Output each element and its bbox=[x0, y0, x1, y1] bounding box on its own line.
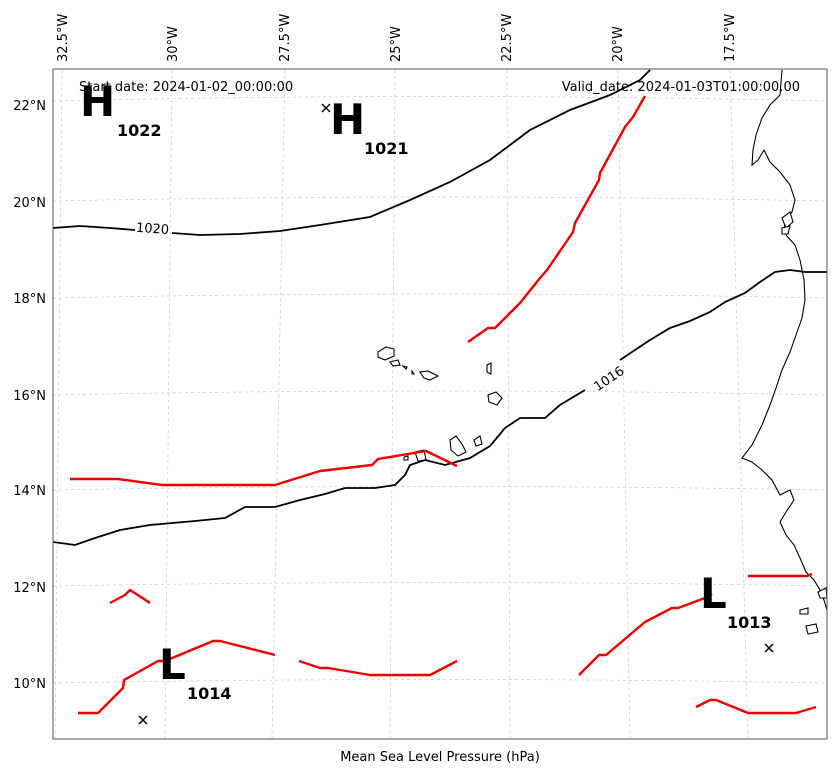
latitude-labels: 22°N 20°N 18°N 16°N 14°N 12°N 10°N bbox=[13, 99, 46, 692]
lon-label: 20°W bbox=[611, 26, 626, 62]
island bbox=[473, 435, 483, 447]
lon-label: 32.5°W bbox=[56, 14, 71, 62]
lon-label: 25°W bbox=[389, 26, 404, 62]
center-x-marker bbox=[764, 643, 774, 653]
lat-label: 10°N bbox=[13, 677, 46, 692]
lat-label: 18°N bbox=[13, 292, 46, 307]
front-line bbox=[748, 572, 813, 578]
island bbox=[403, 455, 409, 461]
center-x-marker bbox=[321, 103, 331, 113]
low-pressure-symbol: L bbox=[159, 640, 186, 689]
contour-label-1016: 1016 bbox=[591, 364, 627, 395]
top-margin bbox=[0, 0, 837, 69]
gridline-lat bbox=[52, 96, 828, 102]
high-pressure-value: 1021 bbox=[364, 139, 409, 158]
front-line bbox=[109, 588, 151, 605]
graticule bbox=[52, 69, 828, 739]
africa-coastline bbox=[741, 69, 828, 611]
gridline-lon bbox=[729, 69, 749, 739]
longitude-labels: 32.5°W 30°W 27.5°W 25°W 22.5°W 20°W 17.5… bbox=[56, 14, 738, 62]
front-line bbox=[70, 449, 458, 487]
gridline-lat bbox=[52, 486, 828, 491]
front-line bbox=[578, 592, 713, 676]
island bbox=[799, 607, 809, 615]
map-frame bbox=[52, 68, 828, 740]
front-line bbox=[78, 639, 276, 715]
high-pressure-value: 1022 bbox=[117, 121, 162, 140]
lon-label: 30°W bbox=[166, 26, 181, 62]
front-line bbox=[695, 698, 817, 715]
lon-label: 17.5°W bbox=[723, 14, 738, 62]
center-markers bbox=[138, 103, 774, 725]
isobar-1020 bbox=[52, 69, 651, 236]
gridline-lon bbox=[506, 69, 511, 739]
lon-label: 27.5°W bbox=[278, 14, 293, 62]
gridline-lat bbox=[52, 582, 828, 587]
gridline-lat bbox=[52, 196, 828, 202]
gridline-lon bbox=[271, 69, 286, 739]
fronts bbox=[70, 95, 817, 715]
lat-label: 12°N bbox=[13, 581, 46, 596]
valid-date-label: Valid_date: 2024-01-03T01:00:00.00 bbox=[562, 80, 800, 95]
island bbox=[487, 391, 503, 406]
start-date-label: Start date: 2024-01-02_00:00:00 bbox=[79, 80, 293, 95]
island bbox=[486, 362, 492, 375]
contour-label-1020: 1020 bbox=[135, 221, 169, 238]
island bbox=[419, 370, 440, 381]
low-pressure-symbol: L bbox=[700, 569, 727, 618]
high-pressure-symbol: H bbox=[80, 77, 115, 126]
gridline-lon bbox=[389, 69, 396, 739]
island bbox=[389, 359, 401, 367]
island bbox=[377, 346, 395, 361]
isobar-1016 bbox=[52, 269, 827, 546]
lat-label: 16°N bbox=[13, 389, 46, 404]
gridline-lon bbox=[54, 69, 63, 739]
center-x-marker bbox=[138, 715, 148, 725]
gridline-lat bbox=[52, 679, 828, 684]
gridline-lat bbox=[52, 293, 828, 299]
lat-label: 22°N bbox=[13, 99, 46, 114]
x-axis-label: Mean Sea Level Pressure (hPa) bbox=[340, 750, 540, 765]
low-pressure-value: 1014 bbox=[187, 684, 232, 703]
low-pressure-value: 1013 bbox=[727, 613, 772, 632]
island bbox=[781, 225, 791, 235]
cape-verde-islands bbox=[377, 346, 503, 462]
island bbox=[449, 435, 467, 457]
lon-label: 22.5°W bbox=[500, 14, 515, 62]
gridline-lon bbox=[164, 69, 173, 739]
island bbox=[411, 369, 416, 375]
gridline-lon bbox=[617, 69, 631, 739]
island bbox=[781, 211, 794, 229]
gridline-lat bbox=[52, 390, 828, 396]
lat-label: 20°N bbox=[13, 196, 46, 211]
high-pressure-symbol: H bbox=[330, 95, 365, 144]
island bbox=[401, 364, 408, 370]
front-line bbox=[467, 95, 647, 343]
front-line bbox=[298, 659, 458, 677]
island bbox=[805, 623, 819, 635]
lat-label: 14°N bbox=[13, 484, 46, 499]
